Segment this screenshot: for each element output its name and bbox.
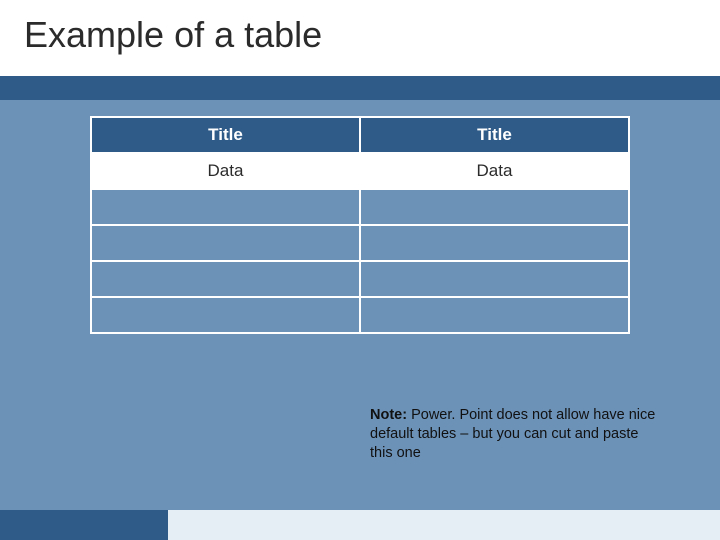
note-text: Note: Power. Point does not allow have n…	[370, 406, 660, 463]
table-row	[91, 225, 629, 261]
footer-left	[0, 510, 168, 540]
table-row	[91, 261, 629, 297]
title-area: Example of a table	[0, 0, 720, 76]
note-label: Note:	[370, 407, 407, 423]
table-row: Data Data	[91, 153, 629, 189]
table-cell-empty	[91, 261, 360, 297]
table-cell-empty	[360, 225, 629, 261]
table-row	[91, 189, 629, 225]
table-header-cell: Title	[91, 117, 360, 153]
table-cell-empty	[360, 261, 629, 297]
table-header-row: Title Title	[91, 117, 629, 153]
note-body: Power. Point does not allow have nice de…	[370, 407, 655, 461]
table-cell: Data	[360, 153, 629, 189]
accent-band	[0, 76, 720, 100]
example-table: Title Title Data Data	[90, 116, 630, 334]
table-header-cell: Title	[360, 117, 629, 153]
table-cell-empty	[91, 189, 360, 225]
table-cell: Data	[91, 153, 360, 189]
table-row	[91, 297, 629, 333]
table-cell-empty	[360, 297, 629, 333]
table-cell-empty	[360, 189, 629, 225]
page-title: Example of a table	[24, 14, 322, 56]
table-cell-empty	[91, 297, 360, 333]
footer-right	[168, 510, 720, 540]
table-cell-empty	[91, 225, 360, 261]
slide: Example of a table Title Title Data Data	[0, 0, 720, 540]
